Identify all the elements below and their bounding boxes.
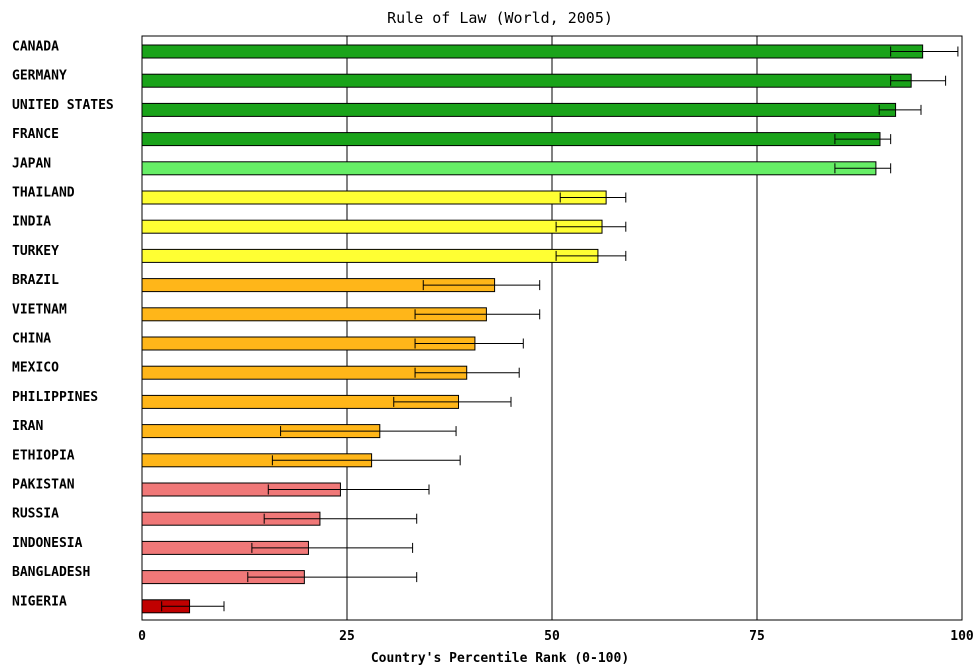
category-label: ETHIOPIA <box>12 448 75 463</box>
bar <box>141 190 607 205</box>
x-tick-label: 25 <box>339 629 355 644</box>
x-axis-label: Country's Percentile Rank (0-100) <box>371 651 629 666</box>
x-tick-label: 75 <box>749 629 765 644</box>
bar <box>141 161 877 176</box>
category-labels: CANADA GERMANY UNITED STATES FRANCE JAPAN THA… <box>12 40 114 610</box>
category-label: CANADA <box>12 40 59 55</box>
category-label: RUSSIA <box>12 507 59 522</box>
category-label: CHINA <box>12 332 51 347</box>
category-label: BRAZIL <box>12 273 59 288</box>
category-label: PHILIPPINES <box>12 390 98 405</box>
category-label: INDIA <box>12 215 51 230</box>
category-label: THAILAND <box>12 186 75 201</box>
category-label: GERMANY <box>12 69 67 84</box>
category-label: BANGLADESH <box>12 565 90 580</box>
bar <box>141 73 912 88</box>
error-bars <box>161 46 959 612</box>
bar <box>141 44 924 59</box>
category-label: IRAN <box>12 419 43 434</box>
x-axis-ticks: 0 25 50 75 100 <box>138 629 973 644</box>
bar <box>141 219 603 234</box>
bar <box>141 248 599 263</box>
plot-area <box>141 35 963 621</box>
category-label: MEXICO <box>12 361 59 376</box>
x-tick-label: 100 <box>950 629 973 644</box>
category-label: PAKISTAN <box>12 478 75 493</box>
chart-title: Rule of Law (World, 2005) <box>387 9 613 27</box>
x-tick-label: 0 <box>138 629 146 644</box>
category-label: VIETNAM <box>12 302 67 317</box>
bar <box>141 132 881 147</box>
category-label: TURKEY <box>12 244 59 259</box>
category-label: JAPAN <box>12 156 51 171</box>
category-label: UNITED STATES <box>12 98 114 113</box>
category-label: NIGERIA <box>12 594 67 609</box>
x-tick-label: 50 <box>544 629 560 644</box>
bar <box>141 102 897 117</box>
category-label: INDONESIA <box>12 536 83 551</box>
category-label: FRANCE <box>12 127 59 142</box>
